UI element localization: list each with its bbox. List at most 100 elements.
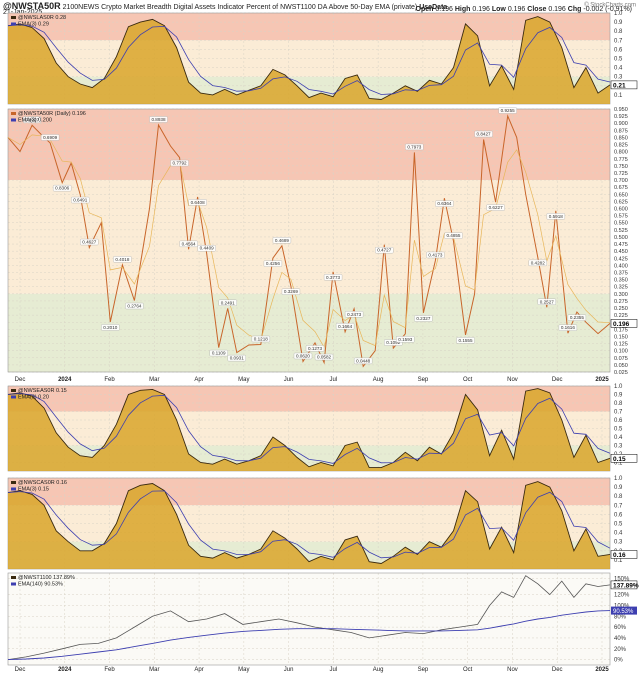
data-label-box — [263, 260, 283, 267]
y-tick-label: 0.925 — [614, 114, 628, 120]
ema-value-badge — [611, 606, 637, 615]
legend-swatch — [11, 481, 16, 484]
open-value: 0.196 — [435, 6, 453, 13]
x-tick-label: Oct — [463, 377, 473, 383]
y-tick-label: 0.850 — [614, 135, 628, 141]
data-label-box — [528, 259, 547, 267]
x-tick-label: Oct — [463, 667, 473, 673]
last-value-text: 0.21 — [613, 82, 626, 89]
y-tick-label: 0.425 — [614, 256, 628, 262]
legend-entry: EMA(3) 0.15 — [18, 487, 49, 493]
y-tick-label: 0.700 — [614, 178, 628, 184]
data-label: 0.6491 — [73, 198, 87, 203]
y-tick-label: 0.6 — [614, 47, 623, 53]
x-tick-label: Jun — [284, 667, 294, 673]
y-tick-label: 60% — [614, 625, 627, 631]
y-tick-label: 0.6 — [614, 512, 623, 518]
x-tick-label: Apr — [194, 377, 203, 383]
panel-main: 0.0250.0500.0750.1000.1250.1500.1750.200… — [7, 107, 638, 376]
x-tick-label: Aug — [373, 377, 384, 383]
y-tick-label: 0.1 — [614, 558, 623, 564]
ema-line — [7, 134, 611, 349]
legend-swatch — [11, 118, 16, 122]
x-tick-label: Jun — [284, 377, 294, 383]
y-tick-label: 0.900 — [614, 121, 628, 127]
legend-entry: @NWSEAS0R 0.15 — [18, 388, 67, 394]
legend-swatch — [11, 395, 16, 399]
x-tick-label: Apr — [194, 667, 203, 673]
last-value-text: 137.89% — [613, 582, 639, 589]
data-source: UseData — [419, 4, 448, 11]
data-label: 0.3773 — [326, 275, 340, 280]
series-line — [7, 114, 611, 368]
x-tick-label: Aug — [373, 667, 384, 673]
symbol: @NWSTA50R — [3, 1, 61, 11]
y-tick-label: 40% — [614, 636, 627, 642]
legend-entry: @NWST1100 137.89% — [18, 575, 75, 581]
y-tick-label: 0.800 — [614, 150, 628, 156]
y-tick-label: 0.775 — [614, 157, 628, 163]
x-tick-label: Mar — [149, 667, 159, 673]
data-label: 0.4256 — [266, 261, 280, 266]
y-tick-label: 0.325 — [614, 285, 628, 291]
data-label-box — [272, 237, 292, 244]
y-tick-label: 0.4 — [614, 66, 623, 72]
data-label: 0.6364 — [437, 201, 451, 206]
panel-background — [8, 573, 610, 665]
y-tick-label: 0.650 — [614, 192, 628, 198]
series-line — [7, 388, 611, 469]
data-label-box — [305, 345, 325, 352]
y-tick-label: 0.675 — [614, 185, 628, 191]
data-label-box — [314, 353, 334, 361]
data-label: 0.8306 — [55, 186, 69, 191]
y-tick-label: 0.7 — [614, 410, 623, 416]
panel-border — [7, 108, 611, 373]
panel-top: 0.10.20.30.40.50.60.70.80.91.00.21@NWSLA… — [7, 11, 638, 105]
data-label: 0.8938 — [151, 117, 165, 122]
ema-line — [7, 490, 611, 559]
y-tick-label: 0.4 — [614, 531, 623, 537]
y-tick-label: 0.3 — [614, 444, 623, 450]
y-tick-label: 0.125 — [614, 342, 628, 348]
data-label: 0.0620 — [296, 353, 310, 358]
legend-entry: @NWSCAS0R 0.16 — [18, 480, 67, 486]
last-value-text: 0.15 — [613, 456, 626, 463]
data-label-box — [179, 240, 198, 248]
data-label-box — [396, 336, 415, 343]
high-value: 0.196 — [472, 6, 490, 13]
zone-overbought — [8, 13, 610, 41]
data-label: 0.4018 — [115, 257, 129, 262]
data-label: 0.1092 — [386, 340, 400, 345]
y-tick-label: 0.950 — [614, 107, 628, 113]
x-tick-label: Jul — [330, 377, 338, 383]
data-label-box — [444, 232, 463, 239]
panel-p4: 0.10.20.30.40.50.60.70.80.91.00.16@NWSCA… — [7, 476, 638, 570]
y-tick-label: 0.7 — [614, 38, 623, 44]
data-label-box — [405, 143, 424, 151]
y-tick-label: 1.0 — [614, 11, 623, 17]
data-label-box — [218, 299, 237, 306]
last-value-badge — [610, 80, 638, 90]
legend-entry: EMA(3) 0.29 — [18, 22, 49, 28]
y-tick-label: 0.375 — [614, 270, 628, 276]
y-tick-label: 0.5 — [614, 57, 623, 63]
data-label-box — [227, 354, 246, 362]
data-label: 0.4173 — [428, 252, 442, 257]
last-value-badge — [610, 550, 638, 559]
legend-swatch — [11, 112, 16, 115]
data-label-box — [486, 204, 505, 211]
data-label: 0.1218 — [254, 336, 268, 341]
y-tick-label: 0.550 — [614, 221, 628, 227]
data-label: 0.6227 — [489, 205, 503, 210]
data-label: 0.4689 — [275, 238, 289, 243]
data-label-box — [113, 256, 132, 263]
y-tick-label: 1.0 — [614, 476, 623, 482]
y-tick-label: 0.175 — [614, 327, 628, 333]
data-label: 0.4627 — [82, 240, 96, 245]
legend-swatch — [11, 487, 16, 491]
y-tick-label: 0.5 — [614, 522, 623, 528]
data-label-box — [558, 324, 578, 331]
y-tick-label: 0.4 — [614, 435, 623, 441]
data-label-box — [344, 311, 364, 318]
